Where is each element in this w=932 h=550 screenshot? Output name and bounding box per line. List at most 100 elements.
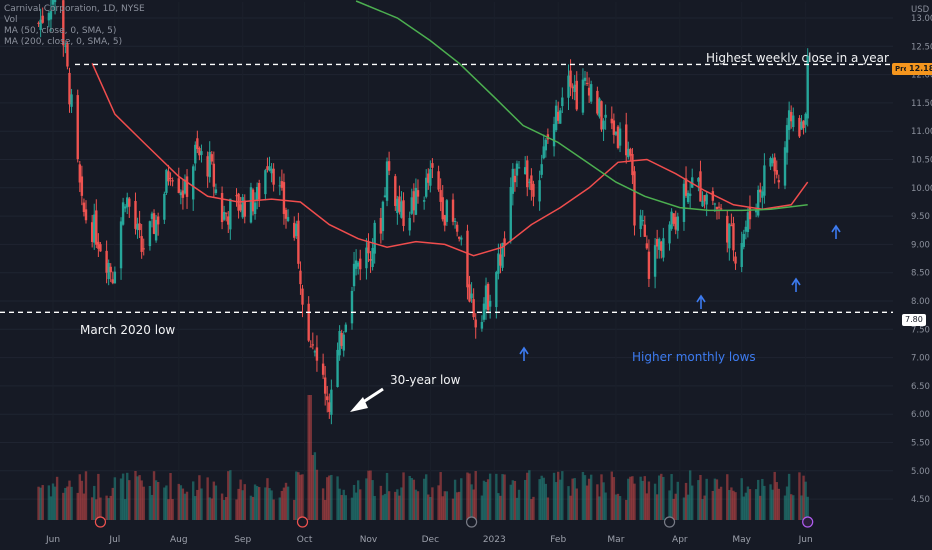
candle-body xyxy=(658,238,661,250)
volume-bar xyxy=(134,470,137,520)
candle-body xyxy=(488,300,492,307)
candle-body xyxy=(734,256,737,264)
volume-bar xyxy=(239,479,242,520)
volume-bar xyxy=(618,496,622,520)
candle-body xyxy=(804,113,807,125)
candle-body xyxy=(497,253,500,274)
time-tick-label: Aug xyxy=(170,535,188,545)
volume-bar xyxy=(610,471,614,520)
candle-body xyxy=(297,220,300,264)
volume-bar xyxy=(123,499,127,520)
volume-bar xyxy=(128,480,131,520)
candle-body xyxy=(792,115,795,128)
volume-bar xyxy=(301,474,304,520)
candle-body xyxy=(313,351,317,353)
volume-bar xyxy=(701,499,704,520)
candle-body xyxy=(746,212,750,233)
volume-bar xyxy=(344,495,348,520)
volume-bar xyxy=(321,488,325,520)
candle-body xyxy=(713,203,717,205)
volume-bar xyxy=(453,479,457,520)
volume-bar xyxy=(455,492,459,520)
candle-body xyxy=(515,163,519,176)
white-arrow-head xyxy=(350,397,368,412)
candle-body xyxy=(732,223,735,251)
volume-bar xyxy=(441,496,444,520)
candle-body xyxy=(688,193,692,197)
volume-bar xyxy=(328,475,331,520)
volume-bar xyxy=(804,481,807,520)
candle-body xyxy=(468,284,471,302)
time-tick-label: Oct xyxy=(297,535,313,545)
price-axis[interactable]: 4.50 5.00 5.50 6.00 6.50 7.00 7.50 8.00 8.50 9.00… xyxy=(911,5,932,505)
candle-body xyxy=(569,70,572,87)
candle-body xyxy=(299,270,302,285)
volume-bar xyxy=(643,476,646,520)
volume-bar xyxy=(359,489,362,520)
candle-body xyxy=(169,177,172,179)
volume-bar xyxy=(53,486,57,520)
candle-body xyxy=(503,238,506,246)
candle-body xyxy=(183,179,187,194)
volume-bar xyxy=(95,499,98,520)
volume-bar xyxy=(460,478,463,520)
volume-bar xyxy=(480,495,484,520)
volume-bar xyxy=(470,484,473,520)
volume-bar xyxy=(719,486,723,520)
volume-bar xyxy=(734,492,737,520)
candle-body xyxy=(472,299,475,318)
volume-bar xyxy=(726,474,729,520)
candle-body xyxy=(726,215,729,243)
volume-bar xyxy=(641,480,644,520)
time-axis[interactable]: Jun Jul Aug Sep Oct Nov Dec 2023 Feb Mar Apr May Jun xyxy=(45,535,813,545)
candle-body xyxy=(255,186,259,201)
upcoming-event-icon xyxy=(802,516,814,528)
candle-body xyxy=(270,168,273,174)
volume-bar xyxy=(559,479,562,520)
candle-body xyxy=(163,193,166,220)
volume-bar xyxy=(400,487,403,520)
candle-body xyxy=(381,201,385,232)
volume-bar xyxy=(596,484,599,520)
volume-bar xyxy=(771,489,774,520)
volume-bar xyxy=(567,486,570,520)
chart-legend: Carnival Corporation, 1D, NYSE Vol MA (5… xyxy=(4,4,145,48)
candle-body xyxy=(509,187,512,241)
candle-body xyxy=(121,202,125,225)
volume-bar xyxy=(354,492,358,520)
candle-body xyxy=(109,266,112,273)
candle-body xyxy=(717,206,721,208)
candle-body xyxy=(41,15,44,23)
symbol-line: Carnival Corporation, 1D, NYSE xyxy=(4,4,145,14)
volume-bar xyxy=(336,476,339,520)
time-tick-label: Jun xyxy=(798,535,813,545)
volume-bar xyxy=(410,478,413,520)
candle-body xyxy=(484,285,488,310)
candle-body xyxy=(340,332,343,346)
volume-bar xyxy=(47,485,51,520)
volume-bar xyxy=(587,478,591,520)
candle-body xyxy=(385,161,389,201)
volume-bar xyxy=(181,488,185,520)
candle-body xyxy=(185,176,189,197)
candle-body xyxy=(427,173,430,183)
volume-bar xyxy=(629,476,632,520)
price-tick-label: 10.00 xyxy=(911,184,932,194)
candle-body xyxy=(416,190,420,197)
volume-bar xyxy=(526,472,529,520)
volume-bar xyxy=(468,473,471,520)
candle-body xyxy=(113,271,117,284)
candle-body xyxy=(350,290,354,324)
candle-body xyxy=(610,118,614,124)
higher-lows-annotation: Higher monthly lows xyxy=(632,350,756,364)
candle-body xyxy=(177,178,180,193)
volume-bar xyxy=(295,471,298,520)
volume-bar xyxy=(554,482,558,520)
volume-bar xyxy=(544,483,548,520)
volume-bar xyxy=(109,495,112,520)
candle-body xyxy=(119,221,123,269)
candle-body xyxy=(600,101,603,130)
volume-bar xyxy=(315,469,319,520)
candle-body xyxy=(697,177,700,182)
